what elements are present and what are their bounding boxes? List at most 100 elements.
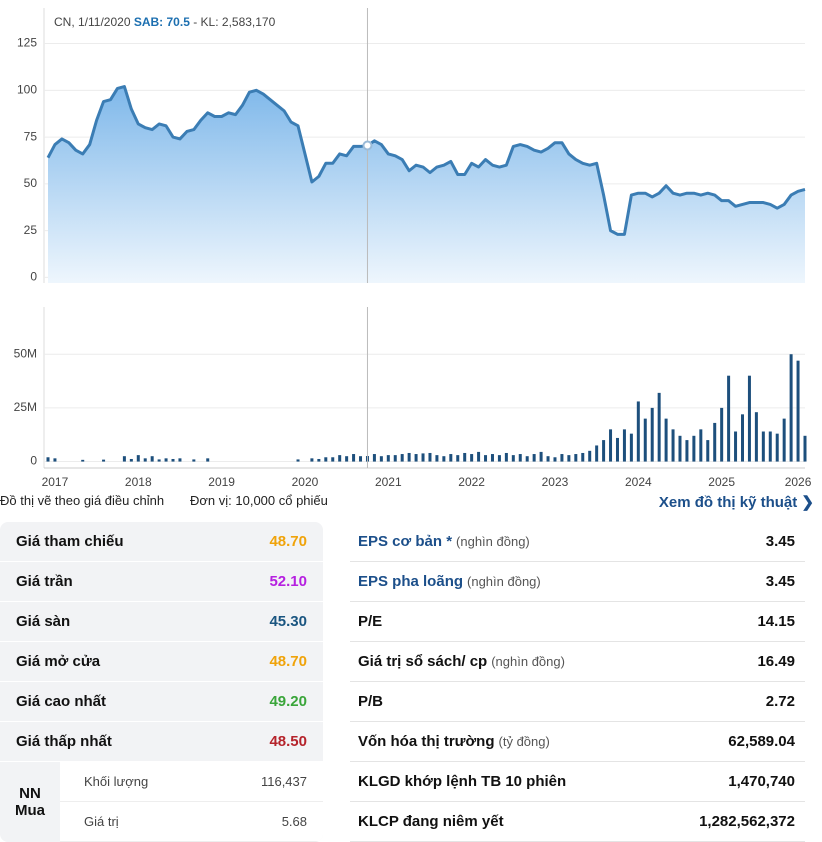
volume-bar (636, 401, 640, 462)
fundamental-name: KLCP đang niêm yết (358, 813, 504, 830)
tooltip-part: SAB: 70.5 (134, 15, 190, 29)
volume-bar (678, 435, 682, 462)
volume-bar (782, 418, 786, 462)
volume-bar (414, 454, 418, 462)
volume-bar (643, 418, 647, 462)
volume-bar (789, 354, 793, 462)
price-row: Giá cao nhất 49.20 (0, 682, 323, 722)
x-tick-label: 2020 (292, 475, 319, 489)
fundamental-value: 1,470,740 (728, 773, 795, 790)
volume-bar (602, 440, 606, 462)
volume-bar (609, 429, 613, 462)
volume-bar (379, 456, 383, 462)
volume-bar (442, 456, 446, 462)
volume-bar (567, 455, 571, 462)
chart: 0 25 50 75 100 125 0 25M 50M 2017 2018 2019 2020 2021… (14, 8, 812, 489)
volume-bar (317, 458, 321, 462)
volume-bar (192, 459, 196, 462)
volume-bar (386, 455, 390, 462)
volume-bar (553, 457, 557, 462)
volume-bar (768, 431, 772, 462)
volume-bar (650, 407, 654, 462)
nn-row-label: Giá trị (84, 814, 119, 829)
volume-bar (345, 456, 349, 462)
y-tick-label: 50 (24, 176, 38, 190)
x-tick-label: 2025 (708, 475, 735, 489)
x-tick-label: 2017 (42, 475, 69, 489)
volume-bar (129, 458, 133, 462)
volume-bar (692, 435, 696, 462)
volume-bar (803, 435, 807, 462)
volume-bar (796, 360, 800, 462)
fundamental-name: EPS pha loãng (358, 573, 464, 590)
volume-bar (456, 455, 460, 462)
y-tick-label: 0 (30, 454, 37, 468)
note: Đồ thị vẽ theo giá điều chỉnh (0, 493, 165, 508)
price-value: 48.50 (269, 733, 307, 750)
volume-bar (421, 453, 425, 462)
x-tick-label: 2026 (785, 475, 812, 489)
x-tick-label: 2022 (458, 475, 485, 489)
note: Đơn vị: 10,000 cổ phiếu (190, 493, 328, 508)
volume-bar (622, 429, 626, 462)
volume-bar (727, 375, 731, 462)
volume-bar (754, 412, 758, 462)
nn-row-label: Khối lượng (84, 774, 149, 789)
nn-row: Khối lượng 116,437 (60, 762, 323, 802)
fundamental-name: Giá trị sổ sách/ cp (358, 653, 488, 670)
fundamental-name: P/E (358, 613, 383, 630)
volume-bar (400, 454, 404, 462)
fundamental-value: 14.15 (757, 613, 795, 630)
y-tick-label: 25M (14, 400, 37, 414)
fundamental-label: EPS pha loãng (nghìn đồng) (358, 573, 541, 590)
x-tick-label: 2019 (208, 475, 235, 489)
price-label: Giá trần (16, 573, 73, 590)
volume-bar (102, 459, 106, 462)
volume-bar (629, 433, 633, 462)
price-row: Giá mở cửa 48.70 (0, 642, 323, 682)
volume-bar (615, 437, 619, 462)
fundamental-name: P/B (358, 693, 384, 710)
fundamental-unit: (tỷ đồng) (498, 734, 550, 749)
price-value: 48.70 (269, 653, 307, 670)
volume-bar (310, 458, 314, 462)
fundamental-unit: (nghìn đồng) (467, 574, 541, 589)
price-label: Giá cao nhất (16, 693, 107, 710)
fundamental-value: 1,282,562,372 (699, 813, 795, 830)
volume-bar (685, 440, 689, 462)
volume-bar (706, 440, 710, 462)
fundamental-value: 3.45 (765, 533, 795, 550)
y-tick-label: 100 (17, 82, 37, 96)
link[interactable]: Xem đồ thị kỹ thuật ❯ (658, 494, 814, 511)
volume-bar (484, 455, 488, 462)
volume-bar (81, 459, 85, 462)
volume-bar (525, 456, 529, 462)
volume-bar (407, 452, 411, 462)
volume-bar (734, 431, 738, 462)
volume-bar (539, 451, 543, 462)
fundamental-label: P/B (358, 693, 383, 710)
volume-bar (740, 414, 744, 462)
nn-label: NN Mua (15, 785, 45, 819)
price-line (46, 85, 806, 236)
volume-bar (296, 459, 300, 462)
volume-bar (560, 454, 564, 462)
fundamental-label: EPS cơ bản * (nghìn đồng) (358, 533, 530, 550)
tooltip-part: CN, 1/11/2020 (54, 15, 131, 29)
volume-bar (657, 392, 661, 462)
y-tick-label: 125 (17, 36, 37, 50)
volume-bar (150, 456, 154, 462)
volume-bar (157, 459, 161, 462)
volume-bar (53, 458, 57, 462)
volume-bar (331, 457, 335, 462)
hover-point (362, 140, 373, 151)
x-tick-label: 2021 (375, 475, 402, 489)
volume-bar (477, 451, 481, 462)
price-value: 45.30 (269, 613, 307, 630)
volume-bar (164, 458, 168, 462)
fundamental-name: Vốn hóa thị trường (358, 733, 495, 750)
nn-row: Giá trị 5.68 (60, 802, 323, 842)
fundamental-unit: (nghìn đồng) (456, 534, 530, 549)
nn-block: NN Mua Khối lượng 116,437 Giá trị 5.68 (0, 762, 323, 842)
